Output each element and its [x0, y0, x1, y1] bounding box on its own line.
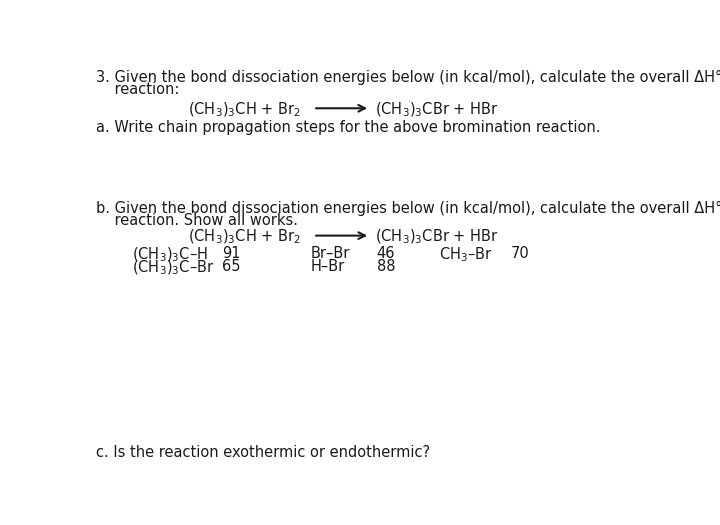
Text: reaction. Show all works.: reaction. Show all works.	[96, 213, 297, 228]
Text: b. Given the bond dissociation energies below (in kcal/mol), calculate the overa: b. Given the bond dissociation energies …	[96, 201, 720, 216]
Text: (CH$_3$)$_3$CBr + HBr: (CH$_3$)$_3$CBr + HBr	[374, 227, 498, 246]
Text: 88: 88	[377, 259, 395, 274]
Text: 65: 65	[222, 259, 240, 274]
Text: (CH$_3$)$_3$CH + Br$_2$: (CH$_3$)$_3$CH + Br$_2$	[188, 100, 301, 119]
Text: CH$_3$–Br: CH$_3$–Br	[438, 246, 492, 265]
Text: 70: 70	[510, 246, 529, 261]
Text: a. Write chain propagation steps for the above bromination reaction.: a. Write chain propagation steps for the…	[96, 120, 600, 135]
Text: 91: 91	[222, 246, 240, 261]
Text: H–Br: H–Br	[311, 259, 345, 274]
Text: (CH$_3$)$_3$C–Br: (CH$_3$)$_3$C–Br	[132, 259, 215, 277]
Text: 3. Given the bond dissociation energies below (in kcal/mol), calculate the overa: 3. Given the bond dissociation energies …	[96, 70, 720, 85]
Text: 46: 46	[377, 246, 395, 261]
Text: c. Is the reaction exothermic or endothermic?: c. Is the reaction exothermic or endothe…	[96, 445, 430, 460]
Text: (CH$_3$)$_3$CBr + HBr: (CH$_3$)$_3$CBr + HBr	[374, 100, 498, 119]
Text: Br–Br: Br–Br	[311, 246, 351, 261]
Text: reaction:: reaction:	[96, 82, 179, 98]
Text: (CH$_3$)$_3$C–H: (CH$_3$)$_3$C–H	[132, 246, 208, 264]
Text: (CH$_3$)$_3$CH + Br$_2$: (CH$_3$)$_3$CH + Br$_2$	[188, 227, 301, 246]
